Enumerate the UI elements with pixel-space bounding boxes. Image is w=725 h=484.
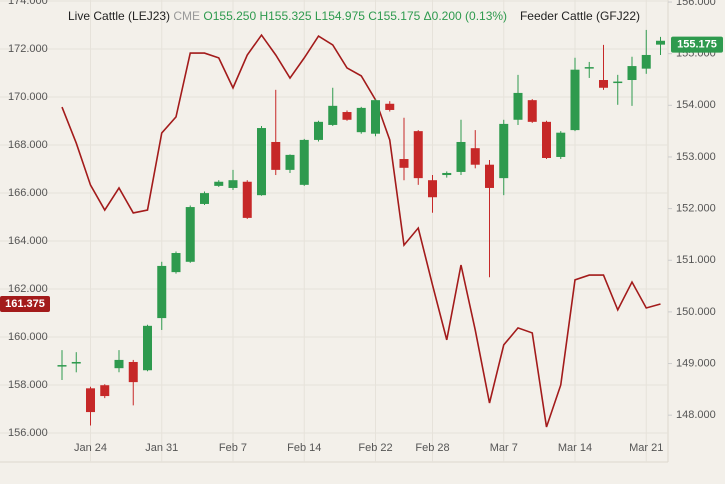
candle-body	[527, 100, 537, 122]
marks	[57, 29, 665, 428]
y-tick-label: 174.000	[8, 0, 48, 7]
candle-body	[556, 132, 566, 157]
y-tick-label: 162.000	[8, 283, 48, 295]
y2-tick-label: 154.000	[676, 99, 716, 111]
candle-body	[143, 325, 152, 371]
candle-body	[71, 361, 81, 364]
candle-body	[613, 81, 623, 84]
candle-body	[100, 385, 110, 397]
ohlc-high: H155.325	[259, 9, 311, 23]
candle-body	[584, 67, 594, 69]
candle-body	[542, 121, 551, 158]
y2-tick-label: 156.000	[676, 0, 716, 8]
last-price-box	[0, 296, 50, 312]
x-tick-label: Mar 14	[558, 442, 592, 454]
legend-series-2: Feeder Cattle (GFJ22)	[520, 9, 640, 23]
labels: 156.000 158.000 160.000 162.000 164.000 166.0…	[0, 0, 723, 454]
candle-body	[627, 66, 637, 81]
candle-body	[513, 92, 523, 120]
x-tick-label: Mar 7	[490, 442, 518, 454]
y2-tick-label: 151.000	[676, 254, 716, 266]
y-tick-label: 170.000	[8, 91, 48, 103]
ohlc-change: Δ0.200 (0.13%)	[424, 9, 507, 23]
candle-body	[200, 193, 209, 204]
grid	[0, 0, 672, 462]
y2-tick-label: 150.000	[676, 306, 716, 318]
x-tick-label: Jan 31	[145, 442, 178, 454]
y-tick-label: 160.000	[8, 331, 48, 343]
y2-tick-label: 152.000	[676, 203, 716, 215]
candle-body	[656, 40, 665, 45]
y-tick-label: 164.000	[8, 235, 48, 247]
last-price-label: 161.375	[5, 298, 45, 310]
candle-body	[428, 180, 437, 198]
candle-body	[328, 105, 338, 125]
candle-body	[171, 253, 181, 273]
exchange: CME	[173, 9, 200, 23]
candle-body	[641, 54, 651, 69]
candle-body	[214, 181, 224, 186]
candle-body	[371, 100, 380, 134]
series-name: Live Cattle (LEJ23)	[68, 9, 170, 23]
y-tick-label: 158.000	[8, 379, 48, 391]
x-tick-label: Feb 7	[219, 442, 247, 454]
candle-body	[342, 112, 352, 120]
candle-body	[314, 121, 323, 140]
candle-body	[285, 154, 295, 170]
last-price-label: 155.175	[677, 39, 717, 51]
last-price-box	[671, 36, 723, 53]
y-tick-label: 172.000	[8, 43, 48, 55]
legend-header: Live Cattle (LEJ23) CME O155.250 H155.32…	[68, 9, 507, 23]
candle-body	[570, 69, 580, 131]
line-series	[61, 33, 661, 428]
candle-body	[257, 128, 266, 196]
candle-body	[413, 131, 423, 179]
candle-body	[228, 180, 238, 188]
candle-body	[57, 365, 67, 367]
y2-tick-label: 153.000	[676, 151, 716, 163]
y2-tick-label: 149.000	[676, 357, 716, 369]
candle-body	[599, 80, 608, 88]
candle-body	[128, 361, 138, 383]
candle-body	[470, 148, 480, 165]
x-tick-label: Mar 21	[629, 442, 663, 454]
candle-body	[499, 123, 509, 179]
x-tick-label: Feb 14	[287, 442, 321, 454]
candle-body	[86, 388, 95, 413]
ohlc-low: L154.975	[315, 9, 365, 23]
x-tick-label: Jan 24	[74, 442, 107, 454]
x-tick-label: Feb 22	[358, 442, 392, 454]
ohlc-close: C155.175	[368, 9, 420, 23]
candle-body	[299, 139, 309, 185]
candle-body	[485, 164, 494, 188]
ohlc-open: O155.250	[203, 9, 256, 23]
y2-tick-label: 148.000	[676, 409, 716, 421]
y-tick-label: 166.000	[8, 187, 48, 199]
candle-body	[157, 265, 167, 319]
candle-body	[399, 159, 409, 168]
y-tick-label: 156.000	[8, 427, 48, 439]
candle-body	[356, 107, 366, 133]
candle-body	[242, 181, 252, 218]
candle-body	[442, 172, 452, 176]
y-tick-label: 168.000	[8, 139, 48, 151]
candle-body	[271, 141, 281, 170]
x-tick-label: Feb 28	[415, 442, 449, 454]
candle-body	[456, 141, 466, 172]
candle-body	[114, 359, 124, 369]
candle-body	[185, 207, 195, 262]
candle-body	[385, 103, 395, 110]
